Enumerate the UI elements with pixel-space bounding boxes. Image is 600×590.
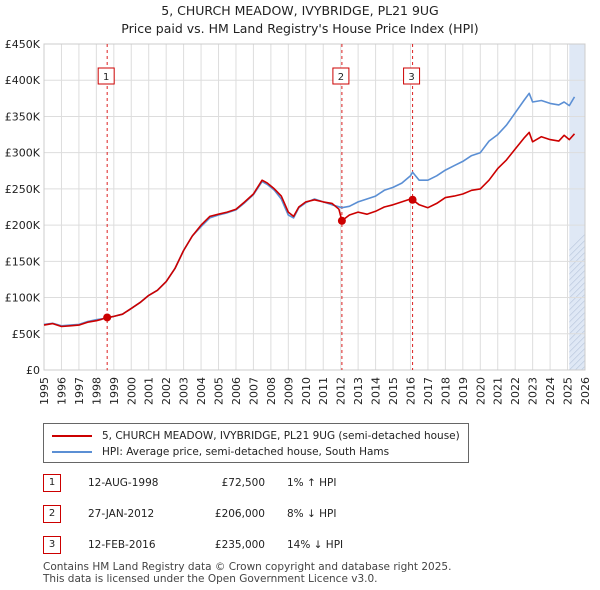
transaction-date: 12-FEB-2016: [88, 539, 156, 551]
x-tick-label: 2025: [562, 377, 575, 405]
sale-marker-box: [97, 67, 115, 85]
sale-marker-label: 1: [103, 72, 109, 83]
x-tick-label: 1997: [73, 377, 86, 405]
property-price-line: [43, 131, 576, 328]
x-tick-label: 2002: [160, 377, 173, 405]
forecast-hatch: [569, 299, 585, 317]
hpi-line: [43, 92, 576, 327]
legend-item-hpi: HPI: Average price, semi-detached house,…: [52, 445, 389, 459]
transaction-hpi-diff: 14% ↓ HPI: [287, 539, 344, 551]
x-tick-label: 2007: [247, 377, 260, 405]
legend-swatch-property: [52, 435, 92, 437]
x-tick-label: 2009: [282, 377, 295, 405]
forecast-hatch: [569, 305, 585, 323]
y-tick-label: £250K: [5, 183, 41, 196]
x-tick-label: 2017: [422, 377, 435, 405]
x-tick-label: 2004: [195, 377, 208, 405]
forecast-hatch: [569, 317, 585, 335]
transaction-number-badge: 1: [43, 474, 61, 492]
sale-point: [103, 313, 112, 322]
sale-marker-box: [332, 67, 350, 85]
transaction-date: 27-JAN-2012: [88, 508, 155, 520]
legend-swatch-hpi: [52, 451, 92, 453]
x-tick-label: 2003: [178, 377, 191, 405]
y-tick-label: £350K: [5, 110, 41, 123]
chart-title: 5, CHURCH MEADOW, IVYBRIDGE, PL21 9UG: [161, 3, 439, 18]
transaction-number-badge: 3: [43, 536, 61, 554]
x-tick-label: 2005: [213, 377, 226, 405]
x-tick-label: 1998: [90, 377, 103, 405]
transaction-row: 1 12-AUG-1998 £72,500 1% ↑ HPI: [43, 474, 443, 494]
forecast-shade: [569, 44, 585, 370]
x-tick-label: 2018: [439, 377, 452, 405]
x-tick-label: 2000: [125, 377, 138, 405]
y-tick-label: £0: [26, 364, 40, 377]
transaction-number-badge: 2: [43, 505, 61, 523]
y-tick-label: £50K: [12, 328, 41, 341]
x-tick-label: 2006: [230, 377, 243, 405]
transaction-row: 3 12-FEB-2016 £235,000 14% ↓ HPI: [43, 536, 443, 556]
transaction-row: 2 27-JAN-2012 £206,000 8% ↓ HPI: [43, 505, 443, 525]
legend: 5, CHURCH MEADOW, IVYBRIDGE, PL21 9UG (s…: [43, 423, 469, 463]
y-tick-label: £300K: [5, 147, 41, 160]
chart-subtitle: Price paid vs. HM Land Registry's House …: [121, 21, 479, 36]
forecast-hatch: [569, 293, 585, 311]
x-tick-label: 2010: [300, 377, 313, 405]
transaction-hpi-diff: 1% ↑ HPI: [287, 477, 337, 489]
x-tick-label: 2011: [317, 377, 330, 405]
x-tick-label: 2022: [509, 377, 522, 405]
y-tick-label: £200K: [5, 219, 41, 232]
x-tick-label: 1996: [55, 377, 68, 405]
sale-point: [408, 195, 417, 204]
x-tick-label: 1995: [38, 377, 51, 405]
x-tick-label: 2014: [370, 377, 383, 405]
forecast-hatch: [593, 44, 600, 370]
x-tick-label: 2023: [527, 377, 540, 405]
x-tick-label: 2024: [544, 377, 557, 405]
transaction-date: 12-AUG-1998: [88, 477, 159, 489]
x-tick-label: 1999: [108, 377, 121, 405]
sale-marker-label: 2: [338, 72, 344, 83]
legend-label-hpi: HPI: Average price, semi-detached house,…: [102, 446, 390, 458]
x-tick-label: 2008: [265, 377, 278, 405]
x-tick-label: 2012: [335, 377, 348, 405]
x-tick-label: 2016: [404, 377, 417, 405]
y-tick-label: £100K: [5, 292, 41, 305]
footer-copyright: Contains HM Land Registry data © Crown c…: [43, 561, 452, 573]
transaction-price: £206,000: [214, 508, 265, 520]
sale-point: [337, 216, 346, 225]
y-tick-label: £150K: [5, 255, 41, 268]
footer-license: This data is licensed under the Open Gov…: [43, 573, 378, 585]
y-tick-label: £400K: [5, 74, 41, 87]
x-tick-label: 2013: [352, 377, 365, 405]
legend-item-property: 5, CHURCH MEADOW, IVYBRIDGE, PL21 9UG (s…: [52, 429, 460, 443]
legend-label-property: 5, CHURCH MEADOW, IVYBRIDGE, PL21 9UG (s…: [102, 430, 460, 442]
sale-marker-box: [403, 67, 421, 85]
x-tick-label: 2021: [492, 377, 505, 405]
plot-frame: [43, 43, 586, 371]
x-tick-label: 2019: [457, 377, 470, 405]
transaction-hpi-diff: 8% ↓ HPI: [287, 508, 337, 520]
x-tick-label: 2001: [143, 377, 156, 405]
transaction-price: £235,000: [214, 539, 265, 551]
forecast-hatch: [587, 44, 600, 370]
x-tick-label: 2015: [387, 377, 400, 405]
forecast-hatch: [569, 311, 585, 329]
price-chart: 1 2 3 £0 £50K £100K £150K £200K £250K £300K £350K…: [5, 38, 600, 405]
x-tick-label: 2026: [579, 377, 592, 405]
x-tick-label: 2020: [474, 377, 487, 405]
y-tick-label: £450K: [5, 38, 41, 51]
sale-marker-label: 3: [408, 72, 414, 83]
transaction-price: £72,500: [221, 477, 265, 489]
